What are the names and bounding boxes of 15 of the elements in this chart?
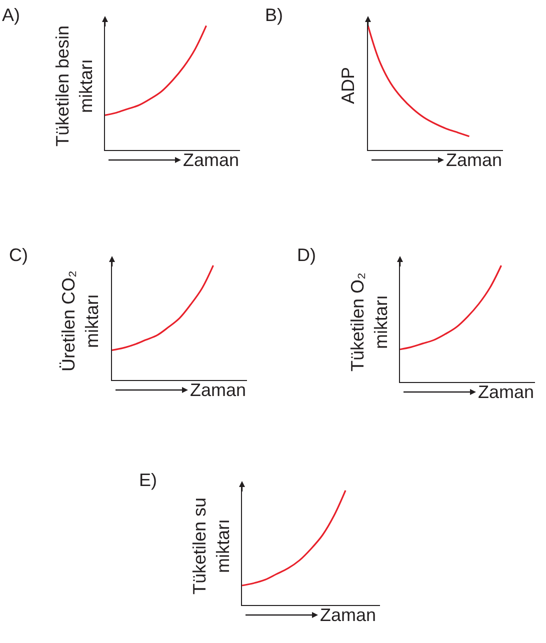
x-axis-title: Zaman (183, 150, 240, 170)
chart-title: C) (9, 245, 28, 265)
x-axis-title: Zaman (320, 605, 376, 625)
chart-title: E) (139, 470, 157, 490)
x-axis-title: Zaman (190, 380, 246, 400)
chart-title: D) (297, 245, 316, 265)
y-axis-title: Üretilen CO₂ miktarı (58, 270, 102, 372)
x-axis-title: Zaman (478, 382, 534, 402)
chart-title: A) (2, 5, 20, 25)
x-axis-title: Zaman (446, 150, 502, 170)
y-axis-title: Tüketilen su miktarı (190, 497, 233, 594)
y-axis-title: Tüketilen O₂ miktarı (348, 272, 391, 372)
y-axis-title: Tüketilen besin miktarı (52, 25, 96, 146)
y-axis-title: ADP (338, 66, 358, 104)
chart-title: B) (265, 5, 283, 25)
